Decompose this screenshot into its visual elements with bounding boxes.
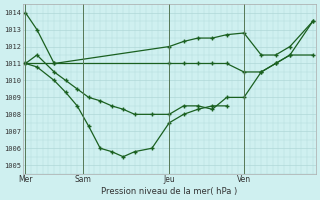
X-axis label: Pression niveau de la mer( hPa ): Pression niveau de la mer( hPa ) bbox=[101, 187, 237, 196]
